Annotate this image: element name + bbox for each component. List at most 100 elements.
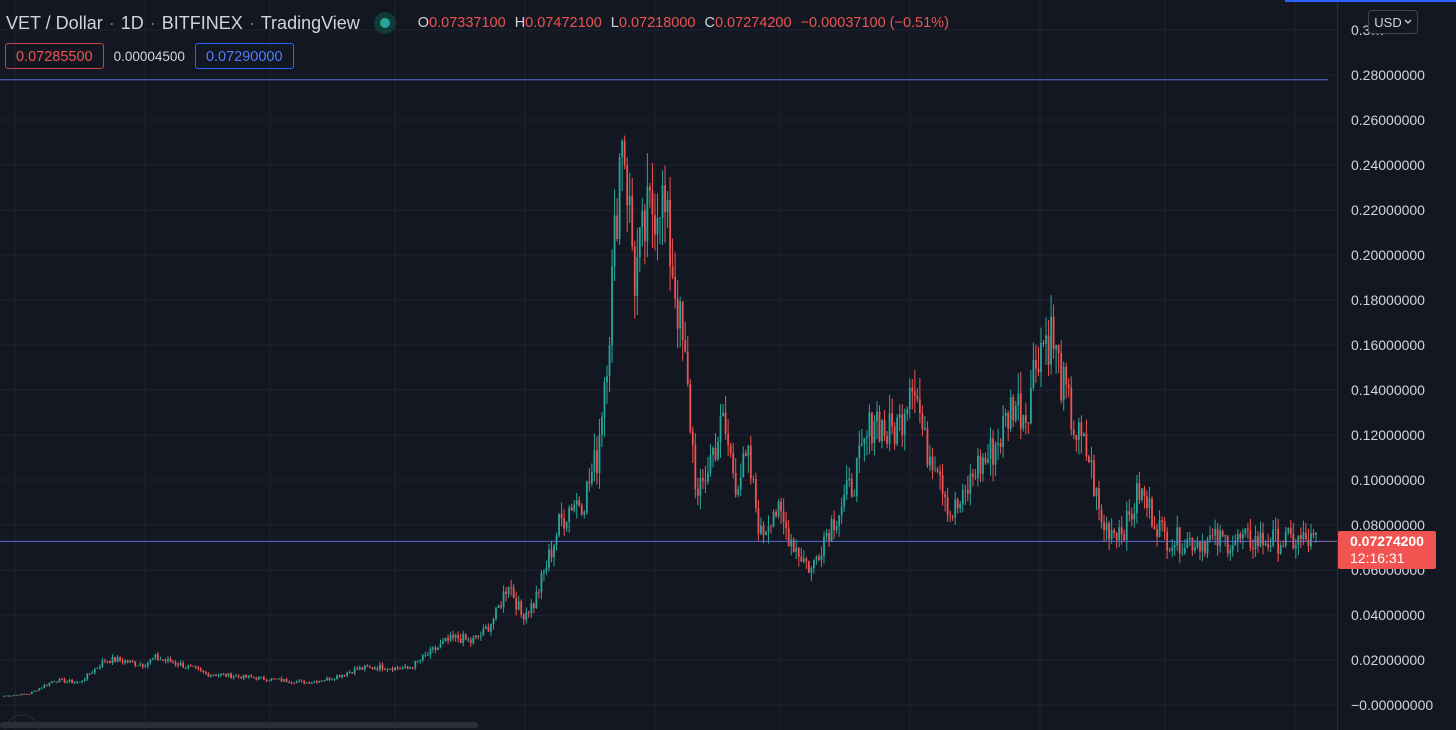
candle-body: [689, 384, 692, 432]
candle: [578, 496, 581, 507]
candle: [802, 550, 805, 564]
candle-body: [252, 677, 255, 678]
candle: [144, 663, 147, 668]
candle-body: [1191, 537, 1194, 551]
candle: [76, 680, 79, 684]
candle-body: [578, 500, 581, 506]
price-axis-tick-label: 0.18000000: [1351, 292, 1425, 308]
candle-body: [901, 414, 904, 436]
candle: [797, 546, 800, 567]
market-status-icon[interactable]: [373, 12, 396, 34]
candle-body: [1249, 530, 1252, 548]
candle-body: [848, 478, 851, 481]
candle-body: [318, 680, 321, 683]
candle: [1166, 527, 1169, 559]
candle-body: [1252, 547, 1254, 550]
candle: [843, 484, 846, 512]
candle-body: [73, 682, 76, 684]
candle-body: [227, 673, 230, 677]
candle: [800, 547, 803, 562]
candle: [452, 630, 455, 642]
time-scrollbar[interactable]: [0, 722, 478, 728]
candle: [1214, 519, 1216, 546]
candle: [1082, 432, 1085, 437]
candle-body: [701, 477, 704, 481]
candle: [162, 658, 164, 662]
candle-body: [845, 480, 848, 495]
candle-body: [381, 664, 384, 670]
candle: [860, 428, 863, 447]
interval[interactable]: 1D: [120, 12, 144, 33]
price-axis[interactable]: 0.3…0.280000000.260000000.240000000.2200…: [4, 0, 1433, 730]
candle: [835, 520, 838, 534]
candle: [285, 677, 288, 683]
quote-row[interactable]: 0.07285500 0.00004500 0.07290000: [5, 43, 294, 69]
candle: [164, 658, 167, 664]
candle: [1100, 504, 1103, 529]
candle: [439, 639, 442, 649]
candle: [707, 456, 709, 485]
candle: [939, 464, 941, 490]
candle-body: [835, 526, 838, 531]
candle-body: [126, 660, 129, 663]
candle: [956, 497, 959, 514]
candle: [1176, 515, 1179, 551]
candle-body: [924, 427, 926, 430]
candle-body: [1029, 388, 1032, 424]
candle-body: [1093, 460, 1095, 497]
chart-legend[interactable]: VET / Dollar · 1D · BITFINEX · TradingVi…: [6, 10, 949, 36]
candle: [404, 663, 407, 669]
candle-body: [1299, 535, 1302, 540]
candle: [43, 683, 46, 689]
symbol-name[interactable]: VET / Dollar: [6, 12, 103, 33]
candle-body: [527, 612, 530, 614]
currency-button[interactable]: USD: [1368, 10, 1418, 34]
candle-body: [1305, 532, 1307, 540]
candle-body: [641, 210, 644, 228]
candle: [987, 443, 989, 465]
candle: [28, 694, 31, 695]
candle: [878, 405, 881, 443]
candle-body: [275, 678, 278, 680]
navigation-button[interactable]: [4, 714, 40, 730]
candle: [1037, 346, 1040, 377]
candle-body: [232, 676, 235, 679]
candle-body: [535, 591, 538, 609]
candle: [202, 670, 205, 674]
candle: [785, 512, 788, 540]
candle-body: [1130, 514, 1133, 520]
candle-body: [646, 186, 649, 242]
candle-body: [432, 647, 434, 649]
candle: [828, 529, 830, 547]
candle-body: [1226, 535, 1229, 554]
candle-body: [1009, 397, 1012, 429]
candle-body: [429, 648, 432, 655]
candle: [709, 443, 712, 477]
candle-body: [525, 612, 528, 620]
candle: [363, 664, 366, 672]
candle: [770, 524, 772, 534]
candle: [305, 682, 308, 684]
candle: [462, 630, 465, 647]
candle-body: [747, 445, 750, 456]
sell-button[interactable]: 0.07285500: [5, 43, 104, 69]
candle: [1274, 517, 1277, 542]
candle-body: [1173, 545, 1176, 548]
candle: [689, 379, 692, 434]
candle: [1229, 544, 1232, 562]
candle: [656, 193, 659, 261]
candle-body: [300, 680, 303, 682]
candle: [926, 421, 929, 468]
candle-body: [157, 654, 159, 660]
candle-body: [177, 664, 179, 666]
candle-body: [1052, 316, 1055, 350]
horizontal-lines[interactable]: [0, 79, 1337, 542]
candle: [5, 695, 8, 697]
candle: [260, 676, 263, 679]
candle: [209, 674, 212, 678]
candle-body: [323, 680, 326, 681]
buy-button[interactable]: 0.07290000: [194, 43, 294, 69]
candle: [1259, 521, 1262, 548]
candle-body: [204, 671, 207, 674]
